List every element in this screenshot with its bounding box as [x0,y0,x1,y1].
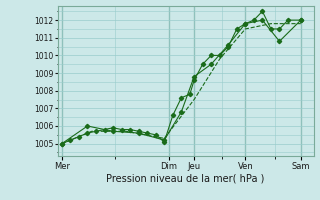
X-axis label: Pression niveau de la mer( hPa ): Pression niveau de la mer( hPa ) [107,173,265,183]
